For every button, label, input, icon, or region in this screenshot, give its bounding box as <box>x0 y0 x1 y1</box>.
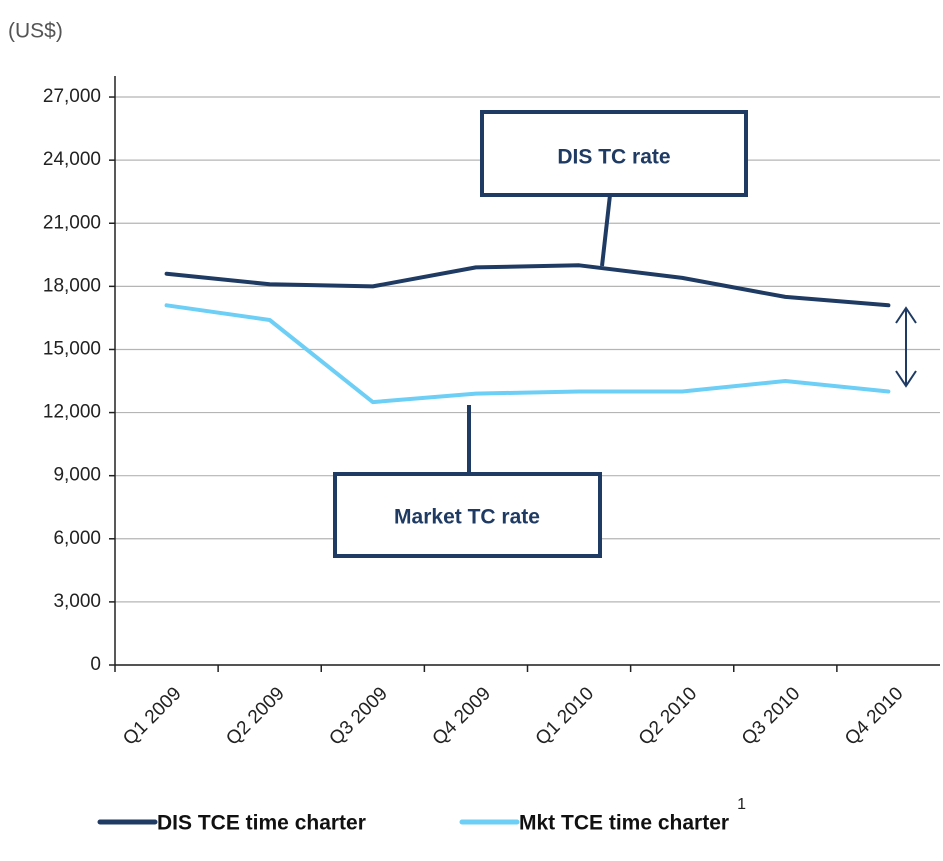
y-tick-label: 21,000 <box>43 212 101 233</box>
x-tick-label: Q3 2009 <box>325 683 391 749</box>
x-tick-label: Q1 2009 <box>119 683 185 749</box>
series-line <box>164 303 891 405</box>
y-tick-label: 9,000 <box>53 465 101 486</box>
series-line <box>164 263 891 308</box>
callout-box <box>333 472 602 558</box>
legend-label: Mkt TCE time charter <box>519 812 729 835</box>
y-tick-label: 3,000 <box>53 591 101 612</box>
x-tick-label: Q2 2009 <box>222 683 288 749</box>
footnote-marker: 1 <box>737 796 746 813</box>
x-tick-label: Q3 2010 <box>738 683 804 749</box>
y-tick-label: 18,000 <box>43 275 101 296</box>
x-tick-label: Q4 2010 <box>841 683 907 749</box>
y-tick-label: 12,000 <box>43 402 101 423</box>
gap-arrow <box>895 306 917 388</box>
y-tick-label: 24,000 <box>43 149 101 170</box>
y-tick-label: 0 <box>90 654 101 675</box>
annotation: Market TC rate <box>394 506 540 529</box>
legend-label: DIS TCE time charter <box>157 812 366 835</box>
x-tick-label: Q1 2010 <box>532 683 598 749</box>
annotation: DIS TC rate <box>557 146 670 169</box>
y-tick-label: 15,000 <box>43 338 101 359</box>
x-tick-label: Q2 2010 <box>635 683 701 749</box>
callout-box <box>480 110 748 197</box>
y-tick-label: 6,000 <box>53 528 101 549</box>
callout-connector <box>600 194 612 267</box>
unit-label: (US$) <box>8 20 63 43</box>
x-tick-label: Q4 2009 <box>429 683 495 749</box>
y-tick-label: 27,000 <box>43 86 101 107</box>
